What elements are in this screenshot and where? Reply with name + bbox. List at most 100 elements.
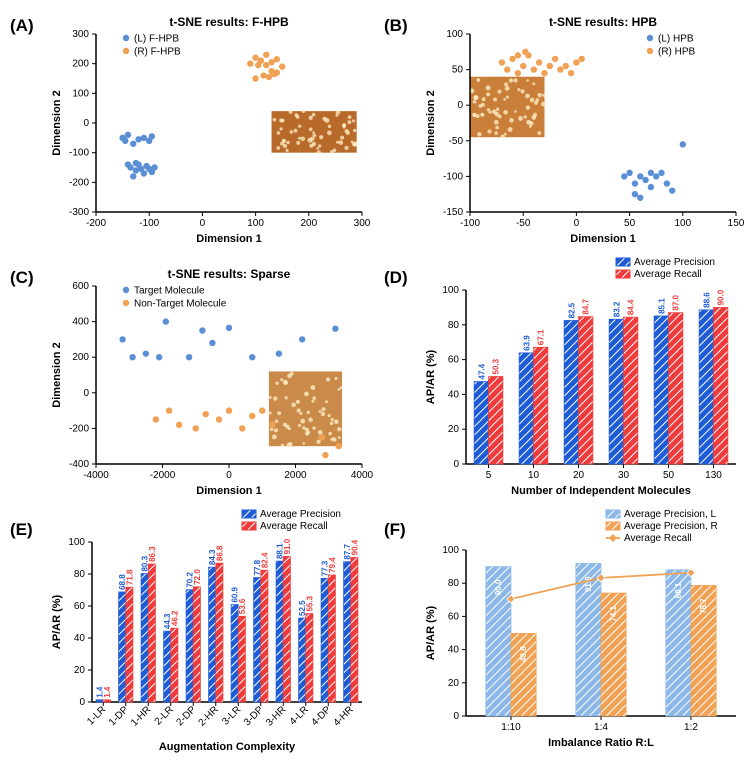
panel-label-d: (D) xyxy=(384,268,408,288)
panel-label-c: (C) xyxy=(10,268,34,288)
svg-text:79.4: 79.4 xyxy=(328,557,337,573)
svg-text:88.6: 88.6 xyxy=(702,292,711,308)
chart-f: 0204060801001:1090.049.81:491.974.11:288… xyxy=(422,514,746,754)
svg-text:3-DP: 3-DP xyxy=(242,704,266,728)
svg-text:100: 100 xyxy=(446,29,463,40)
svg-text:100: 100 xyxy=(674,218,691,229)
svg-text:55.3: 55.3 xyxy=(305,595,314,611)
svg-text:78.7: 78.7 xyxy=(699,598,708,614)
svg-text:3-HR: 3-HR xyxy=(264,704,288,728)
svg-text:2-HR: 2-HR xyxy=(197,704,221,728)
svg-text:2-LR: 2-LR xyxy=(153,704,176,727)
svg-text:4-LR: 4-LR xyxy=(288,704,311,727)
svg-text:90.0: 90.0 xyxy=(494,579,503,595)
svg-text:400: 400 xyxy=(72,317,89,328)
svg-text:(L) HPB: (L) HPB xyxy=(658,34,694,45)
svg-text:150: 150 xyxy=(728,218,745,229)
svg-text:80: 80 xyxy=(448,320,460,331)
svg-text:-100: -100 xyxy=(139,218,159,229)
panel-c: (C) -4000-2000020004000-400-200020040060… xyxy=(10,262,372,502)
svg-text:(L) F-HPB: (L) F-HPB xyxy=(134,34,179,45)
svg-text:1:2: 1:2 xyxy=(684,722,698,733)
svg-text:0: 0 xyxy=(226,470,232,481)
svg-text:0: 0 xyxy=(83,118,89,129)
svg-text:86.3: 86.3 xyxy=(148,546,157,562)
svg-text:-50: -50 xyxy=(516,218,531,229)
svg-text:1:10: 1:10 xyxy=(501,722,521,733)
svg-text:20: 20 xyxy=(448,678,460,689)
svg-text:1-LR: 1-LR xyxy=(85,704,108,727)
svg-text:t-SNE results: Sparse: t-SNE results: Sparse xyxy=(168,267,291,281)
svg-text:74.1: 74.1 xyxy=(609,605,618,621)
svg-text:130: 130 xyxy=(705,470,722,481)
svg-text:0: 0 xyxy=(453,459,459,470)
svg-text:20: 20 xyxy=(448,424,460,435)
svg-text:Average Precision: Average Precision xyxy=(260,509,341,520)
svg-text:60: 60 xyxy=(448,611,460,622)
svg-text:84.4: 84.4 xyxy=(627,299,636,315)
svg-text:Average Recall: Average Recall xyxy=(624,533,692,544)
svg-text:82.5: 82.5 xyxy=(567,302,576,318)
svg-text:90.0: 90.0 xyxy=(717,289,726,305)
svg-text:Dimension 2: Dimension 2 xyxy=(425,90,437,155)
panel-label-b: (B) xyxy=(384,16,408,36)
svg-text:0: 0 xyxy=(79,697,85,708)
svg-text:83.2: 83.2 xyxy=(612,301,621,317)
svg-text:-100: -100 xyxy=(443,171,463,182)
svg-text:200: 200 xyxy=(72,59,89,70)
svg-text:-2000: -2000 xyxy=(150,470,176,481)
svg-text:90.4: 90.4 xyxy=(350,539,359,555)
panel-d: (D) 020406080100547.450.31063.967.12082.… xyxy=(384,262,746,502)
svg-text:40: 40 xyxy=(448,389,460,400)
svg-text:1-HR: 1-HR xyxy=(129,704,153,728)
svg-text:-50: -50 xyxy=(449,136,464,147)
svg-text:50: 50 xyxy=(452,65,464,76)
svg-text:46.2: 46.2 xyxy=(170,610,179,626)
svg-text:-300: -300 xyxy=(69,207,89,218)
svg-text:10: 10 xyxy=(528,470,540,481)
svg-text:53.6: 53.6 xyxy=(238,598,247,614)
svg-text:80: 80 xyxy=(448,578,460,589)
svg-text:AP/AR (%): AP/AR (%) xyxy=(425,349,437,404)
svg-text:50: 50 xyxy=(624,218,636,229)
svg-text:0: 0 xyxy=(83,388,89,399)
panel-e: (E) 0204060801001-LR1.41.41-DP68.871.81-… xyxy=(10,514,372,754)
svg-text:1-DP: 1-DP xyxy=(107,704,131,728)
svg-text:71.8: 71.8 xyxy=(125,569,134,585)
svg-text:-400: -400 xyxy=(69,459,89,470)
svg-text:Dimension 2: Dimension 2 xyxy=(51,90,63,155)
svg-text:85.1: 85.1 xyxy=(657,298,666,314)
svg-text:200: 200 xyxy=(300,218,317,229)
svg-text:91.0: 91.0 xyxy=(283,538,292,554)
svg-text:20: 20 xyxy=(74,665,86,676)
svg-text:-200: -200 xyxy=(86,218,106,229)
panel-label-e: (E) xyxy=(10,520,33,540)
svg-text:86.8: 86.8 xyxy=(215,545,224,561)
svg-text:1:4: 1:4 xyxy=(594,722,608,733)
svg-text:100: 100 xyxy=(72,88,89,99)
svg-text:84.7: 84.7 xyxy=(582,299,591,315)
svg-text:60: 60 xyxy=(448,355,460,366)
svg-text:2-DP: 2-DP xyxy=(174,704,198,728)
svg-text:Average Recall: Average Recall xyxy=(260,521,328,532)
panel-label-f: (F) xyxy=(384,520,406,540)
svg-text:t-SNE results: HPB: t-SNE results: HPB xyxy=(549,15,657,29)
svg-text:72.0: 72.0 xyxy=(193,569,202,585)
chart-c: -4000-2000020004000-400-2000200400600t-S… xyxy=(48,262,372,502)
svg-text:Number of Independent Molecule: Number of Independent Molecules xyxy=(511,485,691,497)
svg-text:Dimension 1: Dimension 1 xyxy=(196,233,261,245)
svg-text:Dimension 1: Dimension 1 xyxy=(196,485,261,497)
svg-text:Average Precision, L: Average Precision, L xyxy=(624,509,717,520)
svg-text:67.1: 67.1 xyxy=(537,329,546,345)
svg-text:63.9: 63.9 xyxy=(522,335,531,351)
svg-text:-150: -150 xyxy=(443,207,463,218)
svg-text:0: 0 xyxy=(457,100,463,111)
svg-text:0: 0 xyxy=(453,711,459,722)
svg-text:4-HR: 4-HR xyxy=(332,704,356,728)
svg-text:(R) HPB: (R) HPB xyxy=(658,47,696,58)
svg-text:200: 200 xyxy=(72,352,89,363)
svg-text:60: 60 xyxy=(74,601,86,612)
svg-text:-4000: -4000 xyxy=(83,470,109,481)
svg-text:100: 100 xyxy=(247,218,264,229)
svg-text:100: 100 xyxy=(68,537,85,548)
